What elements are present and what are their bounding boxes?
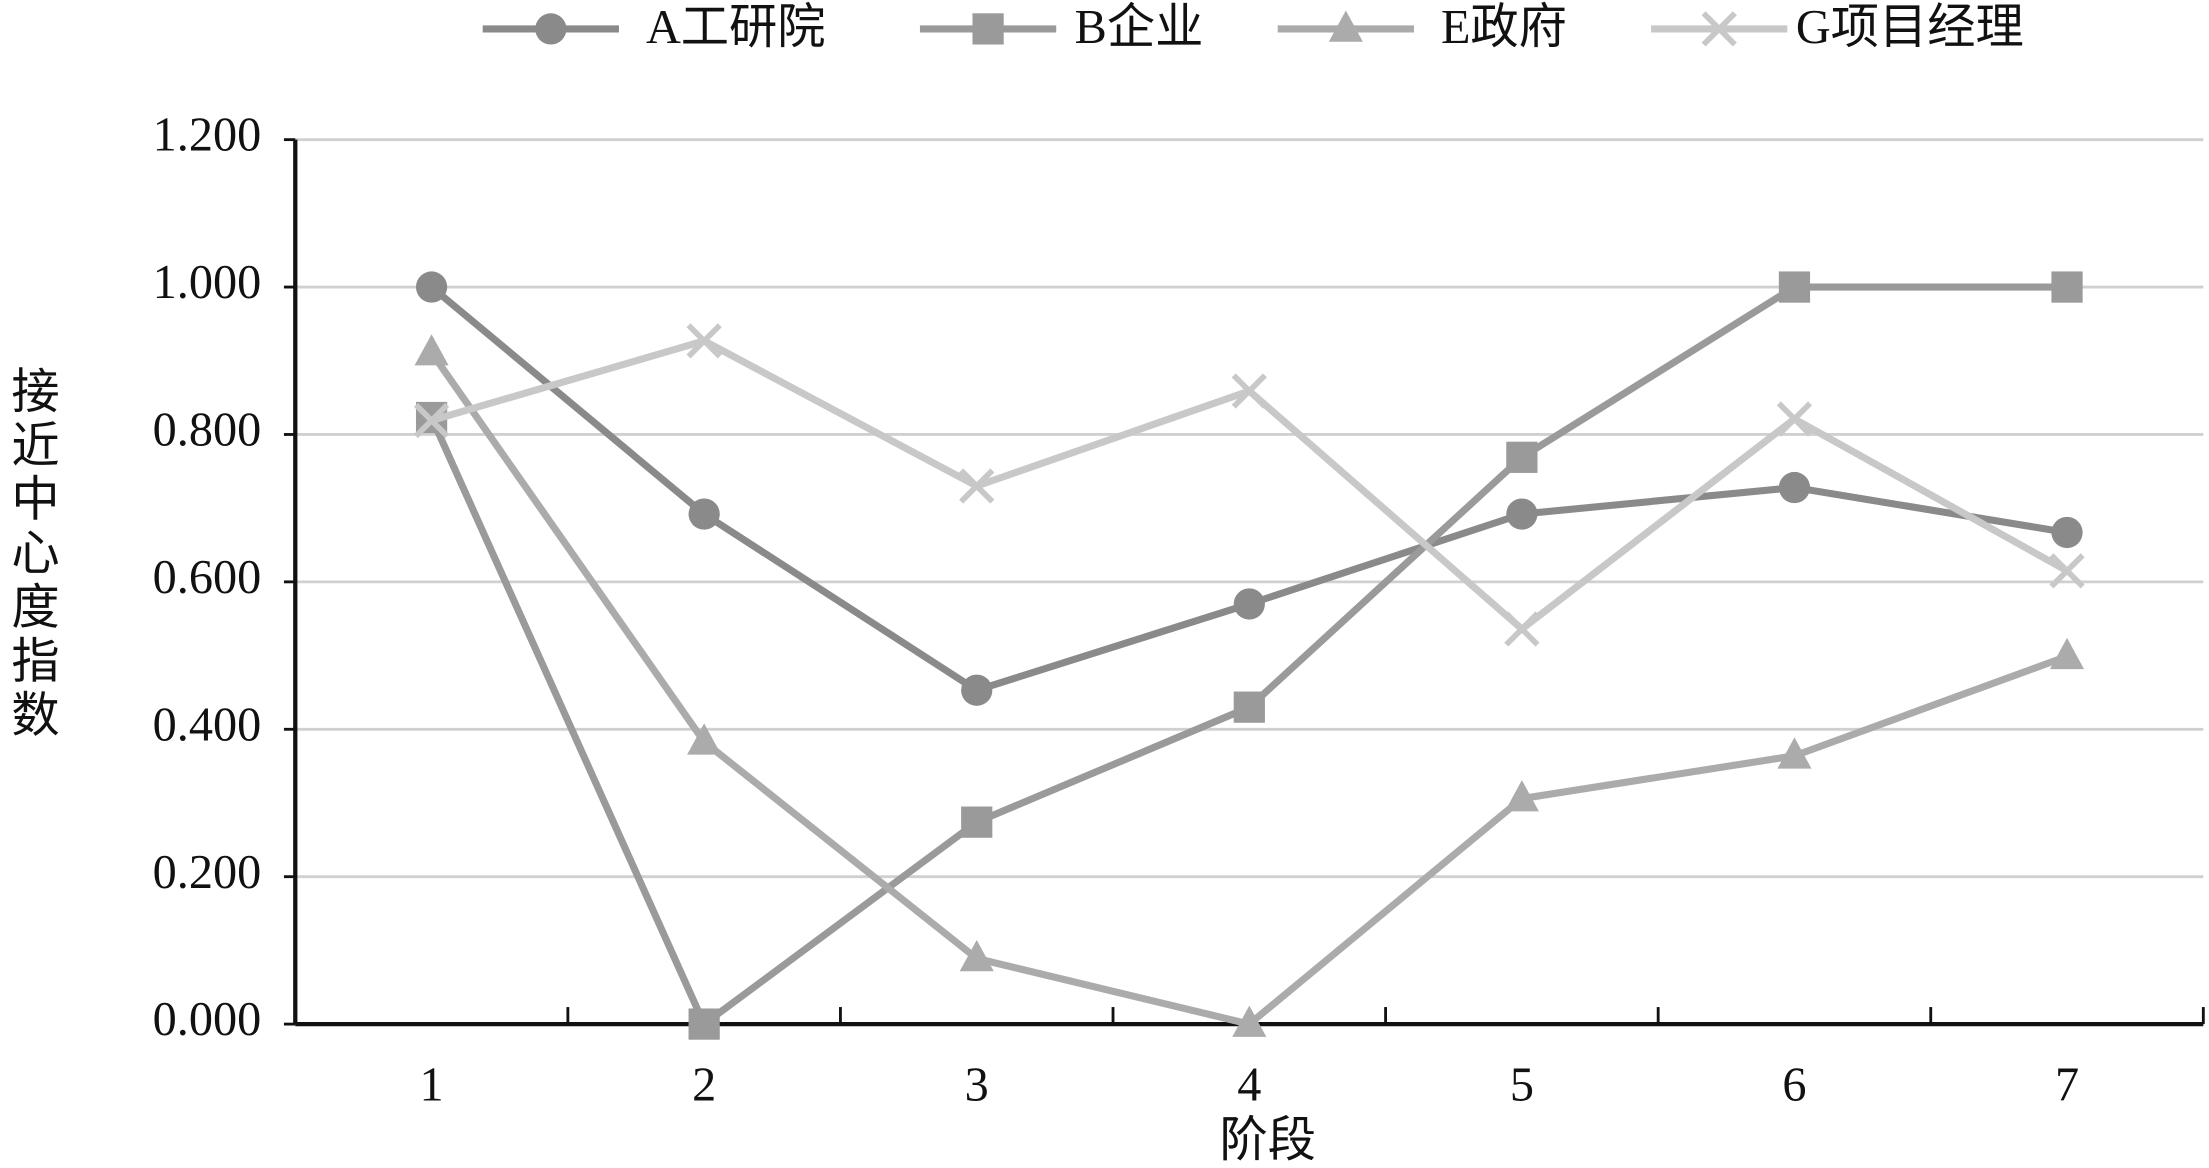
- marker: [1232, 1005, 1267, 1037]
- marker: [2049, 637, 2085, 670]
- marker: [1778, 471, 1811, 504]
- marker: [972, 13, 1004, 45]
- marker: [959, 468, 995, 504]
- y-axis-title: 接近中心度指数: [3, 365, 58, 743]
- y-tick-label: 0.600: [153, 551, 262, 604]
- x-axis-title: 阶段: [1220, 1114, 1317, 1167]
- marker: [1504, 611, 1540, 647]
- marker: [688, 1008, 720, 1040]
- marker: [414, 334, 449, 366]
- y-tick-label: 0.400: [153, 698, 262, 751]
- marker: [2051, 271, 2083, 303]
- marker: [1504, 780, 1539, 812]
- line: [428, 283, 2068, 1030]
- marker: [413, 402, 450, 439]
- marker: [686, 323, 722, 359]
- marker: [1231, 373, 1267, 409]
- marker: [961, 806, 993, 838]
- marker: [1778, 271, 1811, 303]
- marker: [687, 723, 722, 755]
- marker: [415, 271, 448, 303]
- y-tick-label: 0.000: [153, 993, 262, 1046]
- marker: [2049, 553, 2085, 589]
- marker: [1777, 737, 1812, 769]
- y-tick-label: 1.000: [153, 256, 262, 309]
- line: [428, 350, 2069, 1028]
- marker: [688, 498, 720, 530]
- y-tick-label: 1.200: [153, 109, 262, 162]
- marker: [1701, 11, 1737, 47]
- marker: [1328, 10, 1363, 42]
- y-tick-label: 0.800: [153, 404, 262, 457]
- x-tick-label: 2: [692, 1058, 716, 1111]
- x-tick-label: 4: [1237, 1058, 1261, 1111]
- marker: [1233, 691, 1265, 723]
- marker: [961, 674, 993, 706]
- x-tick-label: 6: [1782, 1058, 1806, 1111]
- marker: [535, 13, 567, 45]
- legend-label: E政府: [1441, 1, 1567, 54]
- marker: [959, 940, 994, 972]
- y-tick-label: 0.200: [153, 846, 262, 899]
- x-tick-label: 1: [420, 1058, 444, 1111]
- marker: [2051, 516, 2083, 549]
- legend-label: A工研院: [646, 1, 826, 54]
- line: [430, 337, 2069, 634]
- legend-label: G项目经理: [1796, 1, 2024, 54]
- x-tick-label: 5: [1510, 1058, 1534, 1111]
- legend-label: B企业: [1075, 1, 1204, 54]
- marker: [1506, 441, 1538, 473]
- marker: [1776, 401, 1813, 437]
- x-tick-label: 3: [965, 1058, 989, 1111]
- x-tick-label: 7: [2055, 1058, 2079, 1111]
- marker: [1506, 498, 1538, 530]
- marker: [1233, 588, 1265, 620]
